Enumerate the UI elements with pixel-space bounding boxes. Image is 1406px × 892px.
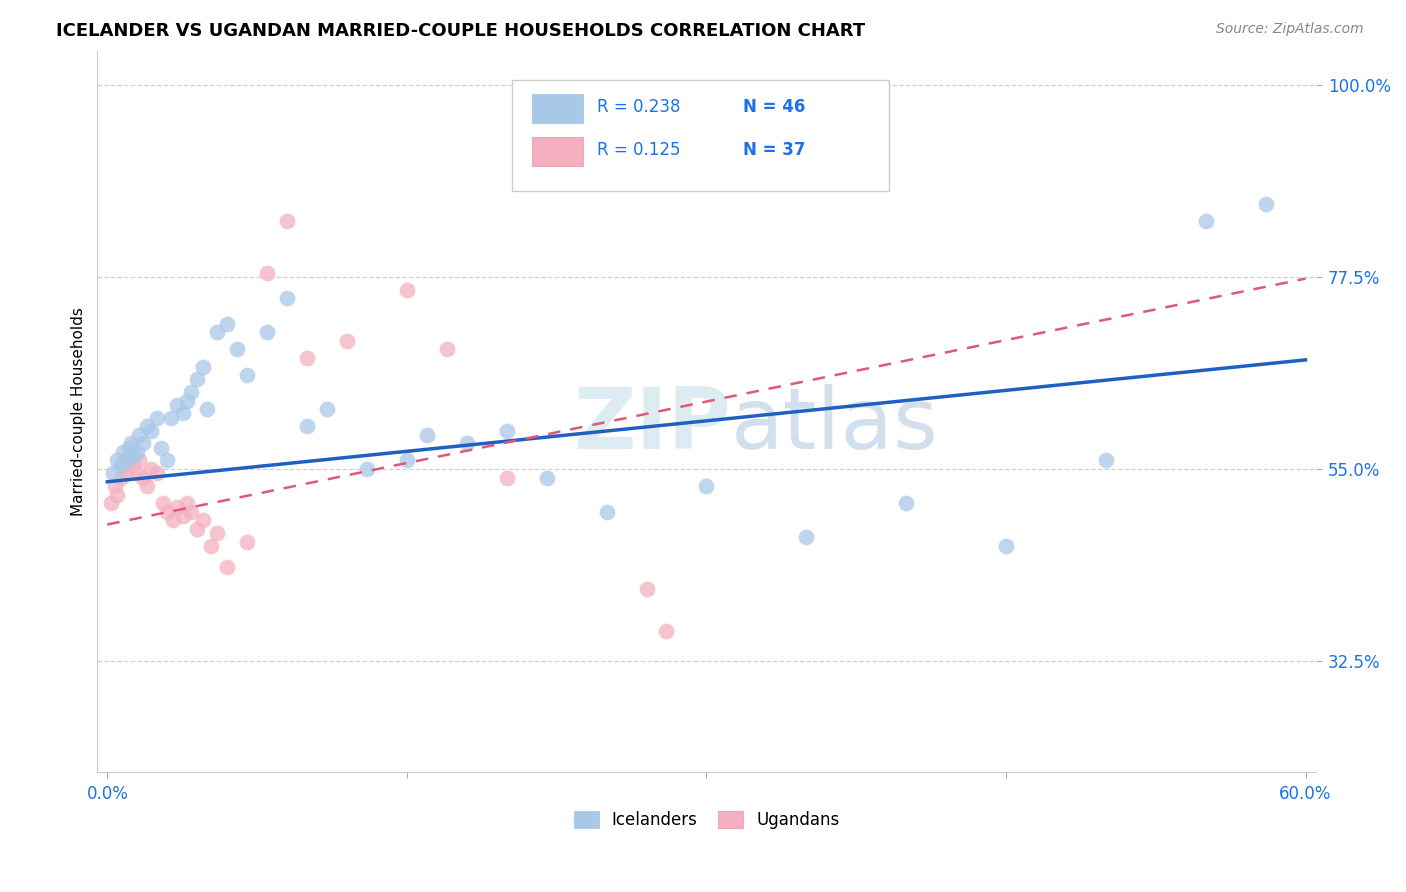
Point: [160, 410, 183, 425]
Legend: Icelanders, Ugandans: Icelanders, Ugandans: [567, 805, 846, 836]
Point: [794, 530, 817, 544]
Point: [117, 467, 139, 481]
Point: [186, 522, 208, 536]
Point: [127, 467, 149, 481]
Point: [236, 534, 259, 549]
Point: [104, 479, 127, 493]
Point: [136, 479, 159, 493]
Point: [256, 266, 278, 280]
Point: [336, 334, 359, 348]
Point: [120, 436, 142, 450]
Point: [994, 539, 1017, 553]
Point: [120, 445, 142, 459]
Point: [894, 496, 917, 510]
Point: [166, 500, 188, 515]
Point: [186, 372, 208, 386]
Point: [193, 513, 215, 527]
Point: [217, 317, 239, 331]
Point: [105, 487, 128, 501]
Point: [117, 453, 139, 467]
Point: [205, 326, 228, 340]
Point: [122, 458, 145, 472]
Point: [316, 402, 339, 417]
Point: [118, 441, 141, 455]
Point: [141, 462, 163, 476]
Point: [176, 496, 198, 510]
Point: [100, 496, 122, 510]
Point: [127, 445, 149, 459]
Point: [172, 407, 194, 421]
Point: [1195, 214, 1218, 228]
Point: [118, 453, 141, 467]
Point: [595, 505, 617, 519]
Point: [132, 436, 155, 450]
FancyBboxPatch shape: [512, 79, 889, 192]
Point: [176, 393, 198, 408]
Point: [217, 560, 239, 574]
Point: [180, 385, 202, 400]
Point: [276, 214, 298, 228]
Y-axis label: Married-couple Households: Married-couple Households: [72, 307, 86, 516]
Point: [110, 458, 132, 472]
Point: [152, 496, 174, 510]
FancyBboxPatch shape: [533, 137, 583, 166]
Text: N = 46: N = 46: [742, 98, 806, 116]
FancyBboxPatch shape: [533, 94, 583, 123]
Point: [395, 453, 418, 467]
Point: [112, 445, 135, 459]
Point: [236, 368, 259, 382]
Text: R = 0.125: R = 0.125: [596, 141, 681, 160]
Point: [193, 359, 215, 374]
Point: [195, 402, 218, 417]
Point: [536, 470, 558, 484]
Text: ICELANDER VS UGANDAN MARRIED-COUPLE HOUSEHOLDS CORRELATION CHART: ICELANDER VS UGANDAN MARRIED-COUPLE HOUS…: [56, 22, 865, 40]
Point: [295, 419, 318, 434]
Text: Source: ZipAtlas.com: Source: ZipAtlas.com: [1216, 22, 1364, 37]
Point: [356, 462, 378, 476]
Point: [655, 624, 678, 639]
Text: R = 0.238: R = 0.238: [596, 98, 681, 116]
Point: [122, 449, 145, 463]
Point: [110, 470, 132, 484]
Point: [128, 453, 150, 467]
Point: [495, 424, 517, 438]
Point: [416, 427, 439, 442]
Point: [456, 436, 478, 450]
Point: [226, 343, 249, 357]
Point: [295, 351, 318, 365]
Point: [146, 410, 169, 425]
Point: [436, 343, 458, 357]
Point: [128, 427, 150, 442]
Point: [180, 505, 202, 519]
Point: [150, 441, 173, 455]
Point: [112, 458, 135, 472]
Point: [695, 479, 717, 493]
Text: atlas: atlas: [731, 384, 939, 467]
Point: [276, 291, 298, 305]
Point: [146, 467, 169, 481]
Point: [156, 505, 179, 519]
Point: [495, 470, 517, 484]
Point: [395, 283, 418, 297]
Point: [156, 453, 179, 467]
Point: [162, 513, 184, 527]
Point: [1254, 197, 1277, 211]
Point: [205, 526, 228, 541]
Text: N = 37: N = 37: [742, 141, 806, 160]
Point: [103, 467, 125, 481]
Point: [256, 326, 278, 340]
Point: [105, 453, 128, 467]
Point: [200, 539, 222, 553]
Text: ZIP: ZIP: [574, 384, 731, 467]
Point: [172, 508, 194, 523]
Point: [136, 419, 159, 434]
Point: [132, 470, 155, 484]
Point: [166, 398, 188, 412]
Point: [636, 582, 658, 596]
Point: [141, 424, 163, 438]
Point: [1094, 453, 1116, 467]
